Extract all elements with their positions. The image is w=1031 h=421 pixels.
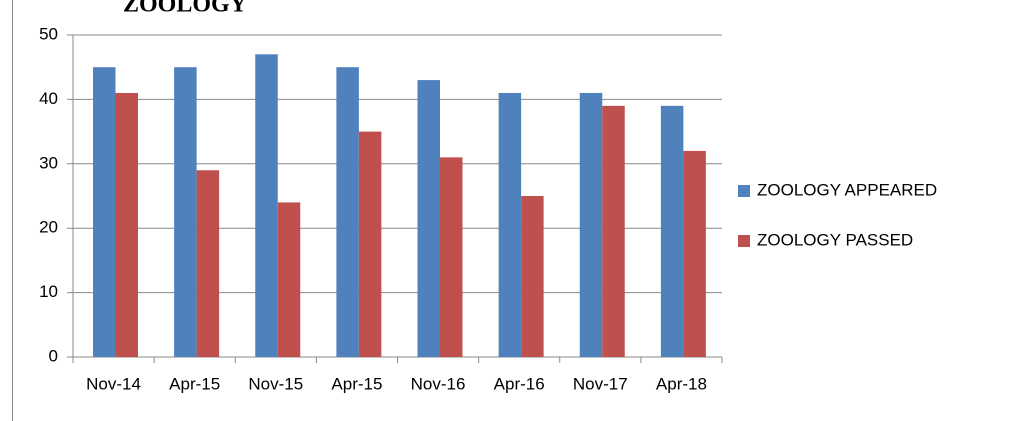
legend-swatch bbox=[738, 185, 750, 197]
x-tick-label: Nov-15 bbox=[248, 374, 303, 393]
legend-label: ZOOLOGY PASSED bbox=[757, 230, 913, 249]
x-tick-label: Nov-16 bbox=[411, 374, 466, 393]
legend-label: ZOOLOGY APPEARED bbox=[757, 180, 937, 199]
bar bbox=[440, 157, 463, 357]
x-tick-label: Apr-18 bbox=[656, 374, 707, 393]
bar bbox=[336, 67, 359, 357]
x-tick-label: Nov-14 bbox=[86, 374, 141, 393]
chart-title: ZOOLOGY bbox=[123, 0, 247, 18]
bar bbox=[115, 92, 138, 358]
bar bbox=[277, 202, 301, 357]
bar bbox=[579, 92, 603, 358]
y-tick-label: 40 bbox=[39, 89, 58, 108]
y-tick-label: 10 bbox=[39, 282, 58, 301]
x-tick-label: Apr-16 bbox=[494, 374, 545, 393]
bar bbox=[255, 54, 278, 357]
x-tick-label: Apr-15 bbox=[169, 374, 220, 393]
bar bbox=[358, 131, 382, 357]
bar bbox=[196, 170, 220, 357]
legend-swatch bbox=[738, 235, 750, 247]
y-tick-label: 50 bbox=[39, 24, 58, 43]
bar bbox=[498, 92, 522, 358]
bar bbox=[602, 105, 625, 357]
bar bbox=[174, 67, 197, 357]
bar bbox=[521, 196, 544, 357]
bar bbox=[660, 105, 684, 357]
bar bbox=[683, 150, 706, 357]
y-tick-label: 20 bbox=[39, 218, 58, 237]
y-tick-label: 30 bbox=[39, 153, 58, 172]
x-tick-label: Apr-15 bbox=[331, 374, 382, 393]
x-tick-label: Nov-17 bbox=[573, 374, 628, 393]
bar bbox=[417, 80, 440, 357]
bar bbox=[93, 67, 116, 357]
y-tick-label: 0 bbox=[49, 346, 58, 365]
